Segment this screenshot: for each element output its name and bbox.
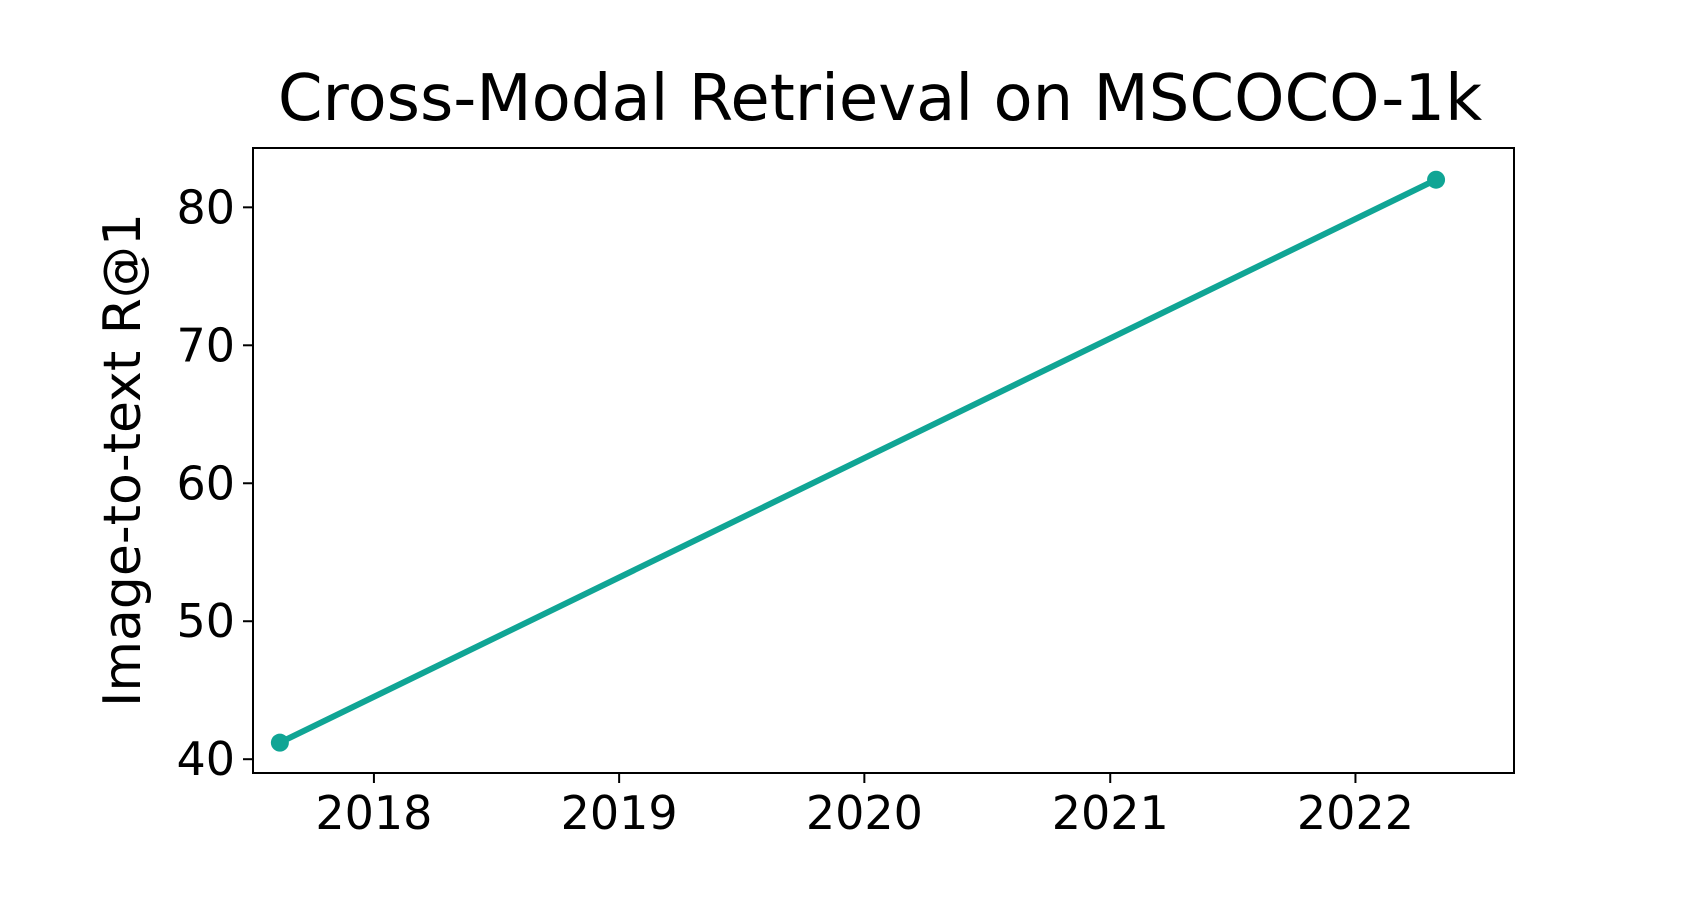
y-axis: 40 50 60 70 80 bbox=[176, 180, 253, 786]
x-axis: 2018 2019 2020 2021 2022 bbox=[315, 773, 1414, 840]
x-tick-label: 2022 bbox=[1297, 786, 1414, 840]
chart-title: Cross-Modal Retrieval on MSCOCO-1k bbox=[278, 62, 1482, 136]
y-tick-label: 70 bbox=[176, 318, 235, 372]
x-tick-label: 2020 bbox=[806, 786, 923, 840]
y-tick-label: 50 bbox=[176, 594, 235, 648]
y-tick-label: 60 bbox=[176, 456, 235, 510]
series-line bbox=[276, 176, 1440, 746]
y-axis-label: Image-to-text R@1 bbox=[93, 213, 153, 707]
x-tick-label: 2018 bbox=[315, 786, 432, 840]
series-layer bbox=[270, 170, 1446, 752]
y-tick-label: 80 bbox=[176, 180, 235, 234]
data-point bbox=[270, 733, 289, 752]
x-tick-label: 2019 bbox=[561, 786, 678, 840]
data-point bbox=[1427, 170, 1446, 189]
y-tick-label: 40 bbox=[176, 732, 235, 786]
plot-area bbox=[252, 147, 1515, 774]
x-tick-label: 2021 bbox=[1052, 786, 1169, 840]
